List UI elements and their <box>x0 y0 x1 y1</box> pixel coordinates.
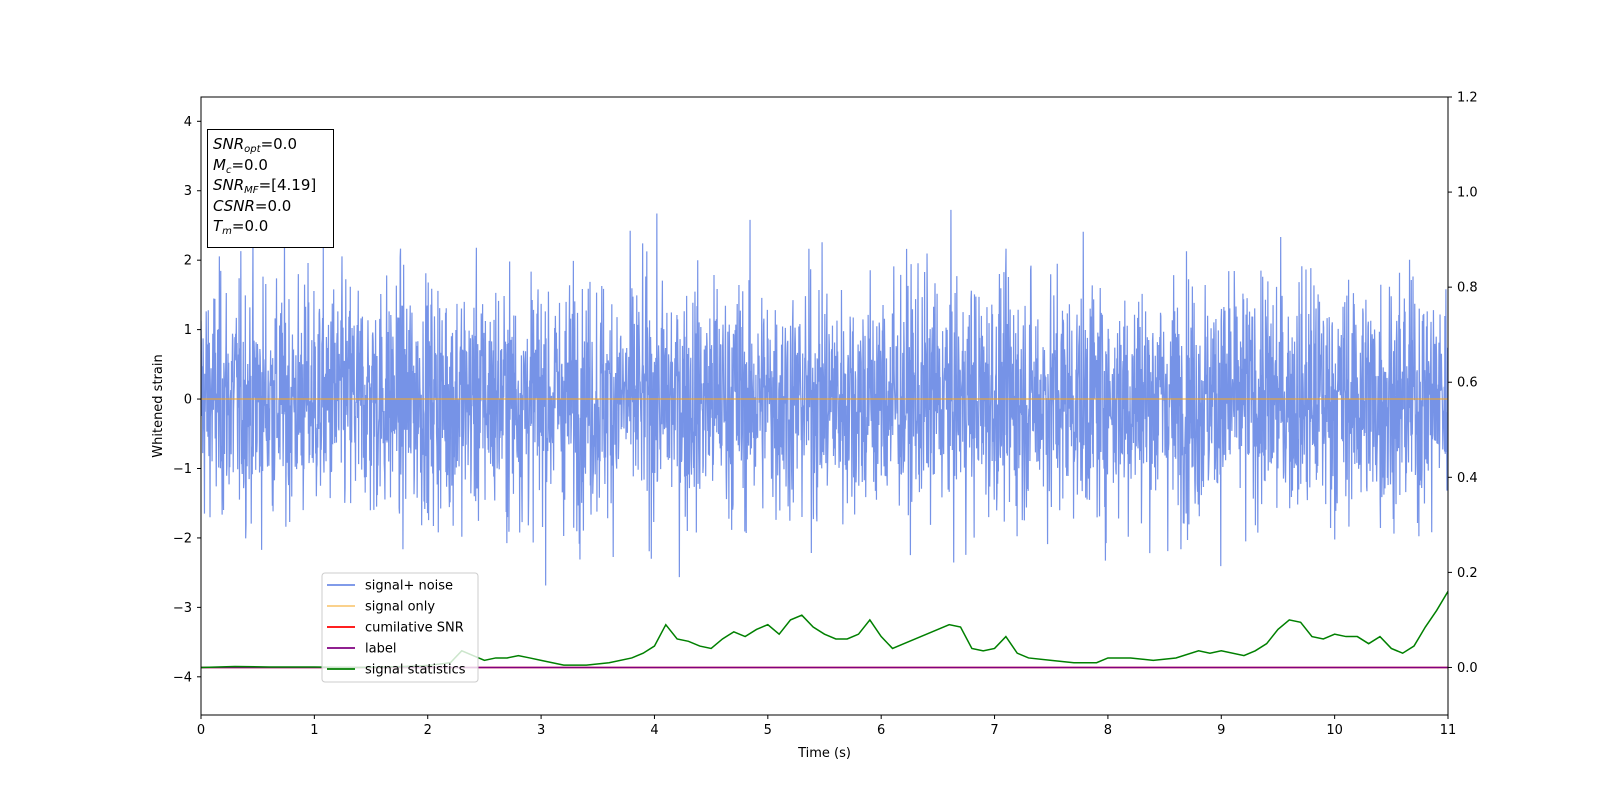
legend-entry: label <box>365 642 396 657</box>
y-tick-label: −2 <box>173 531 192 546</box>
plot-frame <box>200 96 1449 716</box>
x-tick-label: 10 <box>1326 723 1343 738</box>
x-tick-label: 7 <box>990 723 998 738</box>
y-tick-label: 4 <box>184 115 192 130</box>
x-tick-label: 4 <box>650 723 658 738</box>
y2-tick-label: 0.2 <box>1457 566 1478 581</box>
y2-tick-label: 1.2 <box>1457 91 1478 106</box>
info-snr-opt: SNRopt=0.0 <box>213 135 297 155</box>
y-tick-label: 2 <box>184 254 192 269</box>
y2-tick-label: 0.8 <box>1457 281 1478 296</box>
legend-entry: signal+ noise <box>365 579 453 594</box>
x-tick-label: 9 <box>1217 723 1225 738</box>
legend-box <box>321 572 479 683</box>
info-tm: Tm=0.0 <box>213 217 269 237</box>
info-snr-mf: SNRMF=[4.19] <box>213 176 317 196</box>
y2-tick-label: 1.0 <box>1457 186 1478 201</box>
y-tick-label: −1 <box>173 462 192 477</box>
y-tick-label: −3 <box>173 601 192 616</box>
y-axis-right: 0.0 0.2 0.4 0.6 0.8 1.0 1.2 <box>1448 91 1478 676</box>
x-tick-label: 11 <box>1440 723 1457 738</box>
x-tick-label: 8 <box>1104 723 1112 738</box>
y-axis-label: Whitened strain <box>151 354 166 457</box>
legend: signal+ noise signal only cumilative SNR la… <box>321 572 479 683</box>
series-signal-noise <box>201 209 1448 586</box>
x-tick-label: 0 <box>197 723 205 738</box>
y-tick-label: 0 <box>184 393 192 408</box>
y2-tick-label: 0.0 <box>1457 661 1478 676</box>
legend-entry: signal only <box>365 600 435 615</box>
x-tick-label: 3 <box>537 723 545 738</box>
x-tick-label: 1 <box>310 723 318 738</box>
y-tick-label: 1 <box>184 323 192 338</box>
y-tick-label: −4 <box>173 670 192 685</box>
y2-tick-label: 0.4 <box>1457 471 1478 486</box>
x-axis: 0 1 2 3 4 5 6 7 8 9 10 11 <box>197 715 1456 738</box>
legend-entry: signal statistics <box>365 663 466 678</box>
info-mc: Mc=0.0 <box>213 155 268 176</box>
info-box: SNRopt=0.0 Mc=0.0 SNRMF=[4.19] CSNR=0.0 … <box>207 129 334 248</box>
series-signal-statistics <box>201 591 1448 669</box>
x-tick-label: 2 <box>424 723 432 738</box>
x-tick-label: 6 <box>877 723 885 738</box>
x-axis-label: Time (s) <box>797 746 851 761</box>
y-tick-label: 3 <box>184 184 192 199</box>
info-csnr: CSNR=0.0 <box>213 196 292 215</box>
y-axis-left: −4 −3 −2 −1 0 1 2 3 4 <box>173 115 201 685</box>
y2-tick-label: 0.6 <box>1457 376 1478 391</box>
x-tick-label: 5 <box>764 723 772 738</box>
legend-entry: cumilative SNR <box>365 621 464 636</box>
